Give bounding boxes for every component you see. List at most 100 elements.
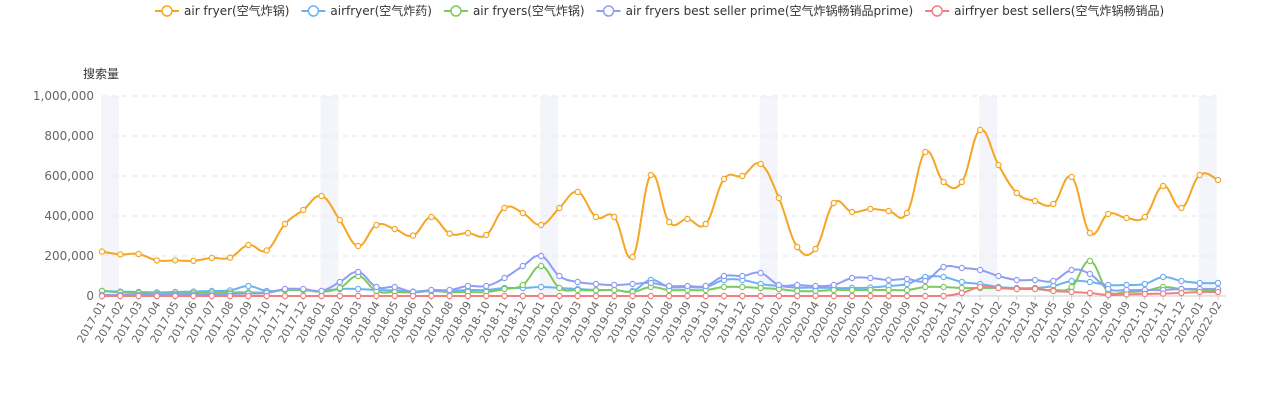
data-point[interactable]: [300, 206, 307, 214]
data-point[interactable]: [464, 292, 472, 300]
data-point[interactable]: [1086, 229, 1094, 237]
data-point[interactable]: [702, 292, 709, 300]
data-point[interactable]: [1031, 285, 1039, 293]
data-point[interactable]: [647, 292, 655, 300]
data-point[interactable]: [208, 254, 215, 262]
data-point[interactable]: [208, 292, 215, 300]
data-point[interactable]: [574, 286, 581, 294]
data-point[interactable]: [574, 292, 581, 300]
data-point[interactable]: [98, 248, 106, 255]
data-point[interactable]: [958, 289, 966, 297]
data-point[interactable]: [446, 286, 453, 294]
data-point[interactable]: [519, 292, 526, 300]
data-point[interactable]: [1031, 276, 1039, 284]
data-point[interactable]: [501, 204, 508, 212]
data-point[interactable]: [171, 257, 179, 264]
data-point[interactable]: [501, 285, 508, 293]
data-point[interactable]: [922, 277, 929, 285]
data-point[interactable]: [98, 292, 106, 300]
data-point[interactable]: [940, 292, 947, 300]
data-point[interactable]: [373, 221, 380, 229]
data-point[interactable]: [684, 282, 691, 290]
data-point[interactable]: [117, 292, 124, 300]
data-point[interactable]: [720, 283, 728, 291]
data-point[interactable]: [848, 208, 856, 216]
data-point[interactable]: [611, 213, 618, 221]
data-point[interactable]: [812, 245, 819, 253]
data-point[interactable]: [281, 220, 289, 228]
data-point[interactable]: [519, 281, 526, 289]
data-point[interactable]: [482, 292, 490, 300]
data-point[interactable]: [1068, 266, 1075, 274]
data-point[interactable]: [922, 283, 929, 291]
data-point[interactable]: [922, 148, 929, 156]
data-point[interactable]: [556, 292, 563, 300]
data-point[interactable]: [409, 292, 417, 300]
data-point[interactable]: [464, 229, 472, 237]
data-point[interactable]: [720, 292, 728, 300]
data-point[interactable]: [739, 283, 746, 291]
data-point[interactable]: [903, 209, 911, 217]
data-point[interactable]: [245, 282, 252, 290]
data-point[interactable]: [1196, 288, 1203, 296]
data-point[interactable]: [830, 292, 838, 300]
data-point[interactable]: [1159, 182, 1167, 190]
data-point[interactable]: [794, 243, 801, 251]
data-point[interactable]: [482, 231, 490, 239]
data-point[interactable]: [940, 283, 947, 291]
data-point[interactable]: [117, 251, 124, 258]
data-point[interactable]: [592, 287, 600, 294]
data-point[interactable]: [775, 292, 783, 300]
data-point[interactable]: [885, 286, 892, 294]
data-point[interactable]: [336, 216, 344, 224]
data-point[interactable]: [739, 292, 746, 300]
data-point[interactable]: [812, 282, 819, 290]
data-point[interactable]: [995, 161, 1002, 169]
data-point[interactable]: [1050, 277, 1057, 285]
data-point[interactable]: [409, 232, 417, 239]
legend-item[interactable]: airfryer(空气炸药): [301, 3, 432, 18]
data-point[interactable]: [1086, 257, 1094, 265]
data-point[interactable]: [428, 286, 435, 294]
data-point[interactable]: [537, 252, 545, 260]
data-point[interactable]: [903, 292, 911, 300]
data-point[interactable]: [592, 213, 600, 221]
legend-item[interactable]: air fryers(空气炸锅): [443, 3, 585, 18]
data-point[interactable]: [135, 292, 142, 300]
data-point[interactable]: [867, 274, 874, 282]
data-point[interactable]: [226, 254, 234, 261]
data-point[interactable]: [1068, 288, 1075, 296]
data-point[interactable]: [336, 278, 344, 286]
legend-item[interactable]: airfryer best sellers(空气炸锅畅销品): [925, 3, 1164, 18]
data-point[interactable]: [501, 274, 508, 282]
data-point[interactable]: [702, 220, 709, 228]
data-point[interactable]: [501, 292, 508, 300]
data-point[interactable]: [775, 194, 783, 202]
data-point[interactable]: [482, 282, 490, 290]
data-point[interactable]: [336, 284, 344, 292]
data-point[interactable]: [903, 286, 911, 294]
data-point[interactable]: [300, 292, 307, 300]
data-point[interactable]: [354, 268, 362, 276]
data-point[interactable]: [1013, 276, 1020, 284]
data-point[interactable]: [976, 266, 984, 274]
data-point[interactable]: [391, 225, 398, 233]
data-point[interactable]: [757, 292, 764, 300]
data-point[interactable]: [1105, 291, 1112, 299]
data-point[interactable]: [1068, 277, 1075, 285]
data-point[interactable]: [757, 160, 764, 168]
data-point[interactable]: [354, 242, 362, 250]
data-point[interactable]: [226, 292, 234, 300]
data-point[interactable]: [1105, 285, 1112, 293]
data-point[interactable]: [629, 292, 636, 300]
data-point[interactable]: [922, 292, 929, 300]
data-point[interactable]: [300, 285, 307, 293]
legend[interactable]: air fryer(空气炸锅) airfryer(空气炸药) air fryers(…: [155, 3, 1164, 18]
data-point[interactable]: [976, 126, 984, 134]
data-point[interactable]: [720, 272, 728, 280]
data-point[interactable]: [519, 209, 526, 217]
data-point[interactable]: [153, 257, 161, 264]
data-point[interactable]: [1214, 279, 1222, 287]
data-point[interactable]: [940, 178, 947, 186]
data-point[interactable]: [556, 204, 563, 212]
